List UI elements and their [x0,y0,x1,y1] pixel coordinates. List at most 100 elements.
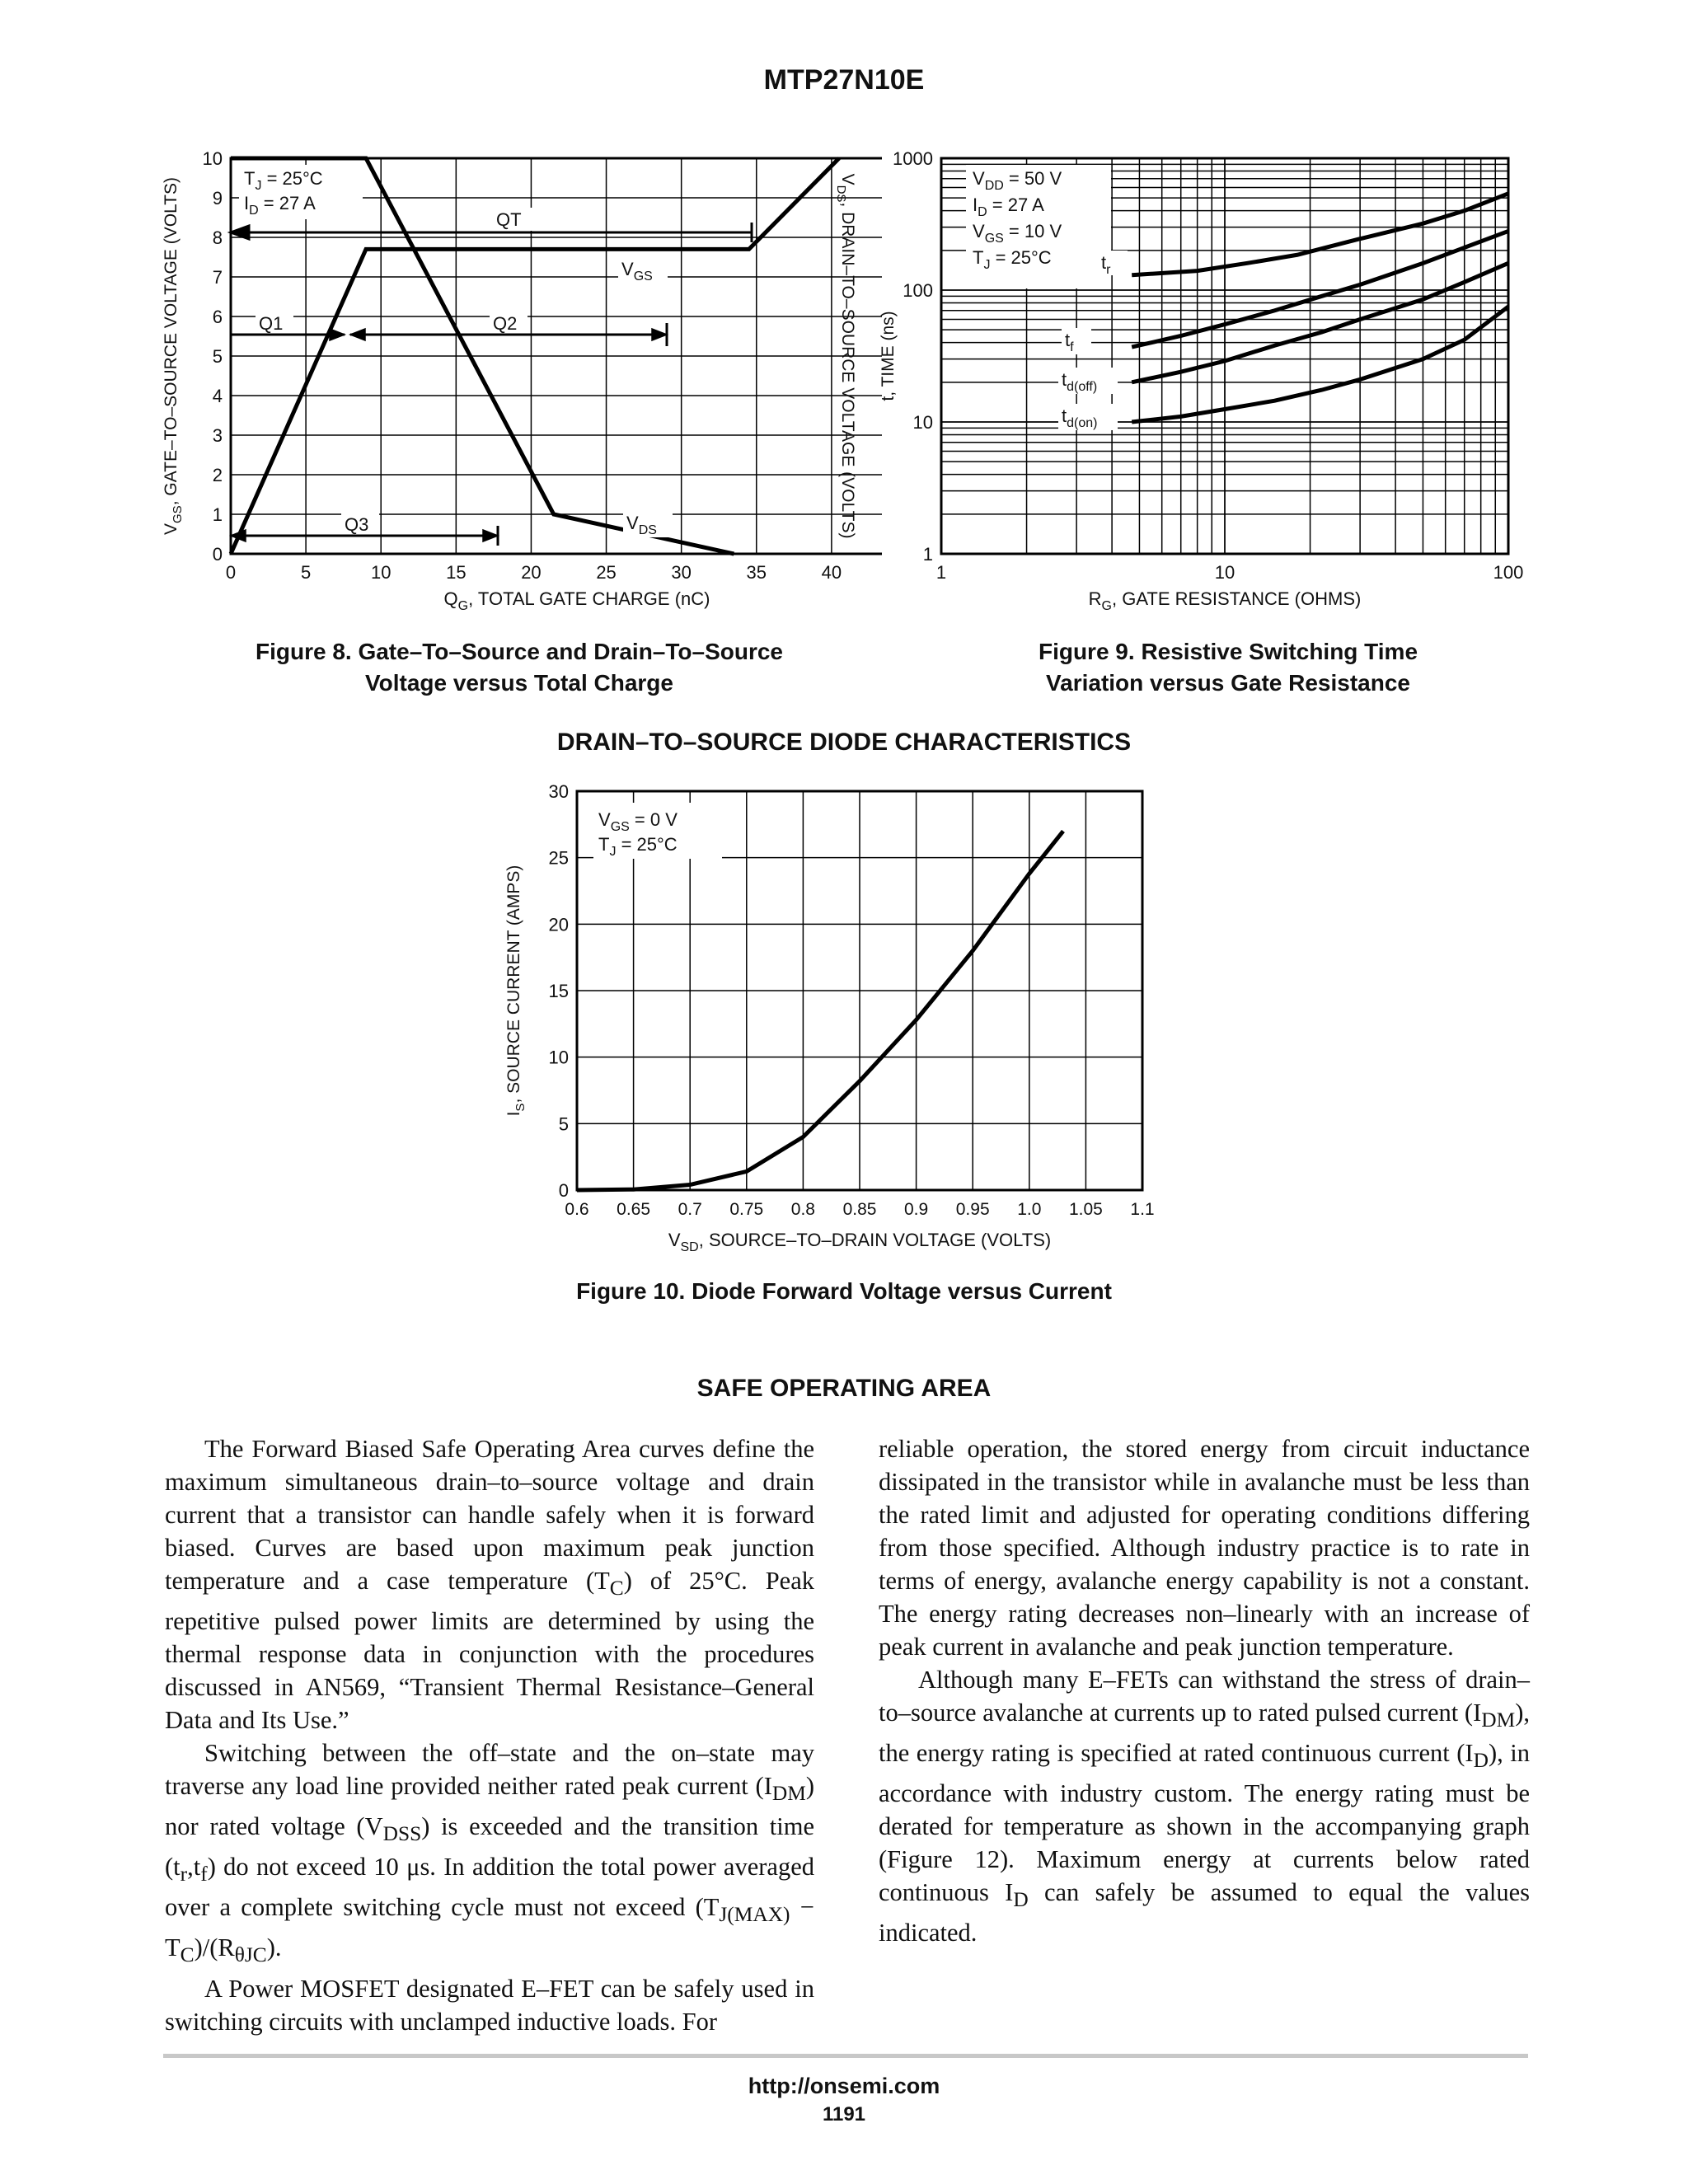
fig9-x-axis-label: RG, GATE RESISTANCE (OHMS) [1089,588,1362,613]
x-tick-label: 5 [301,562,311,583]
fig10-cond-vgs: VGS = 0 V [598,809,678,834]
y-tick-label: 10 [549,1047,569,1068]
x-tick-label: 25 [596,562,616,583]
curve-tr [1132,191,1509,278]
x-tick-label: 15 [446,562,466,583]
vgs-curve [228,157,841,555]
figure-9-frame [940,157,1510,555]
y-tick-label: 2 [213,465,223,485]
figure-10-ticks: 0.6 0.65 0.7 0.75 0.8 0.85 0.9 0.95 1.0 1.05 1.1 0 5… [549,781,1155,1219]
y-tick-label: 100 [903,280,933,301]
label-tdon: td(on) [1062,405,1097,430]
footer-divider [163,2054,1528,2058]
text-column-right: reliable operation, the stored energy fr… [879,1432,1530,1949]
y-tick-label: 9 [213,188,223,209]
label-qt: QT [496,209,522,230]
y-tick-label: 10 [913,412,933,433]
fig8-cond-tj: TJ = 25°C [244,168,323,193]
y-tick-label: 5 [559,1113,569,1134]
paragraph: reliable operation, the stored energy fr… [879,1435,1530,1661]
diode-forward-curve [576,829,1065,1193]
paragraph: The Forward Biased Safe Operating Area c… [165,1435,814,1735]
label-tr: tr [1101,252,1111,277]
fig9-cond-id: ID = 27 A [973,194,1044,219]
fig9-y-axis-label: t, TIME (ns) [879,311,898,401]
x-tick-label: 0.65 [617,1200,650,1219]
y-tick-label: 1 [923,544,933,565]
fig10-y-axis-label: IS, SOURCE CURRENT (AMPS) [504,865,528,1117]
figure-8-ticks: 0510152025303540450123456789100612182430… [203,148,842,583]
paragraph: A Power MOSFET designated E–FET can be s… [165,1974,814,2036]
fig8-cond-id: ID = 27 A [244,193,316,218]
x-tick-label: 0.85 [843,1200,877,1219]
y-tick-label: 30 [549,781,569,802]
x-tick-label: 1 [936,562,946,583]
label-q1: Q1 [259,313,283,334]
figure-9-chart: 1 10 100 1 10 100 1000 VDD = 50 V ID = 27 A VG… [879,148,1523,613]
x-tick-label: 0.95 [956,1200,990,1219]
fig9-cond-vdd: VDD = 50 V [973,168,1062,193]
fig8-y-axis-label: VGS, GATE–TO–SOURCE VOLTAGE (VOLTS) [162,177,185,535]
x-tick-label: 0.7 [678,1200,702,1219]
x-tick-label: 35 [747,562,767,583]
figure-9-caption-line-2: Variation versus Gate Resistance [1046,670,1410,696]
x-tick-label: 1.0 [1017,1200,1041,1219]
x-tick-label: 30 [671,562,691,583]
fig10-x-axis-label: VSD, SOURCE–TO–DRAIN VOLTAGE (VOLTS) [668,1230,1051,1254]
figure-10-chart: 0.6 0.65 0.7 0.75 0.8 0.85 0.9 0.95 1.0 1.05 1.1 0 5… [504,781,1155,1254]
x-tick-label: 1.1 [1130,1200,1154,1219]
x-tick-label: 1.05 [1069,1200,1103,1219]
curve-tdoff [1131,261,1509,385]
paragraph: Although many E–FETs can withstand the s… [879,1666,1530,1947]
curve-tdon [1131,304,1510,424]
y-tick-label: 7 [213,267,223,288]
paragraph: Switching between the off–state and the … [165,1739,814,1967]
curve-tf [1131,229,1509,349]
fig8-y2-axis-label: VDS, DRAIN–TO–SOURCE VOLTAGE (VOLTS) [834,174,857,539]
y-tick-label: 5 [213,346,223,367]
footer-url[interactable]: http://onsemi.com [748,2074,940,2098]
y-tick-label: 4 [213,386,223,406]
figure-9-ticks: 1 10 100 1 10 100 1000 [893,148,1523,583]
fig9-cond-tj: TJ = 25°C [973,247,1052,272]
x-tick-label: 40 [822,562,842,583]
y-tick-label: 0 [213,544,223,565]
page-title: MTP27N10E [763,64,925,96]
y-tick-label: 6 [213,307,223,327]
figure-9-caption-line-1: Figure 9. Resistive Switching Time [1038,639,1418,664]
x-tick-label: 10 [371,562,391,583]
figure-8-annotations [227,223,753,546]
label-q2: Q2 [493,313,517,334]
x-tick-label: 10 [1215,562,1235,583]
qt-arrow-head [227,223,251,241]
y-tick-label: 25 [549,848,569,869]
y-tick-label: 8 [213,227,223,248]
text-column-left: The Forward Biased Safe Operating Area c… [165,1432,814,2038]
y-tick-label: 15 [549,981,569,1001]
x-tick-label: 100 [1493,562,1524,583]
figure-8-frame [229,157,882,555]
figure-10-frame [575,790,1144,1192]
y-tick-label: 0 [559,1180,569,1201]
x-tick-label: 0.9 [904,1200,928,1219]
x-tick-label: 20 [521,562,541,583]
page-number: 1191 [822,2103,866,2125]
label-vgs: VGS [621,259,653,284]
diode-section-title: DRAIN–TO–SOURCE DIODE CHARACTERISTICS [556,729,1132,756]
soa-section-title: SAFE OPERATING AREA [696,1375,992,1402]
y-tick-label: 1000 [893,148,933,169]
x-tick-label: 0.8 [791,1200,815,1219]
figure-8-caption-line-1: Figure 8. Gate–To–Source and Drain–To–So… [255,639,784,664]
fig8-x-axis-label: QG, TOTAL GATE CHARGE (nC) [444,588,710,613]
figure-9-curves [1131,191,1510,424]
x-tick-label: 0 [226,562,236,583]
figure-9-caption: Figure 9. Resistive Switching Time Varia… [931,636,1525,699]
y-tick-label: 20 [549,914,569,935]
y-tick-label: 3 [213,425,223,446]
fig9-cond-vgs: VGS = 10 V [973,221,1062,246]
figure-8-caption: Figure 8. Gate–To–Source and Drain–To–So… [157,636,882,699]
label-tdoff: td(off) [1062,369,1097,394]
y-tick-label: 1 [213,504,223,525]
label-vds: VDS [626,513,657,537]
y-tick-label: 10 [203,148,223,169]
